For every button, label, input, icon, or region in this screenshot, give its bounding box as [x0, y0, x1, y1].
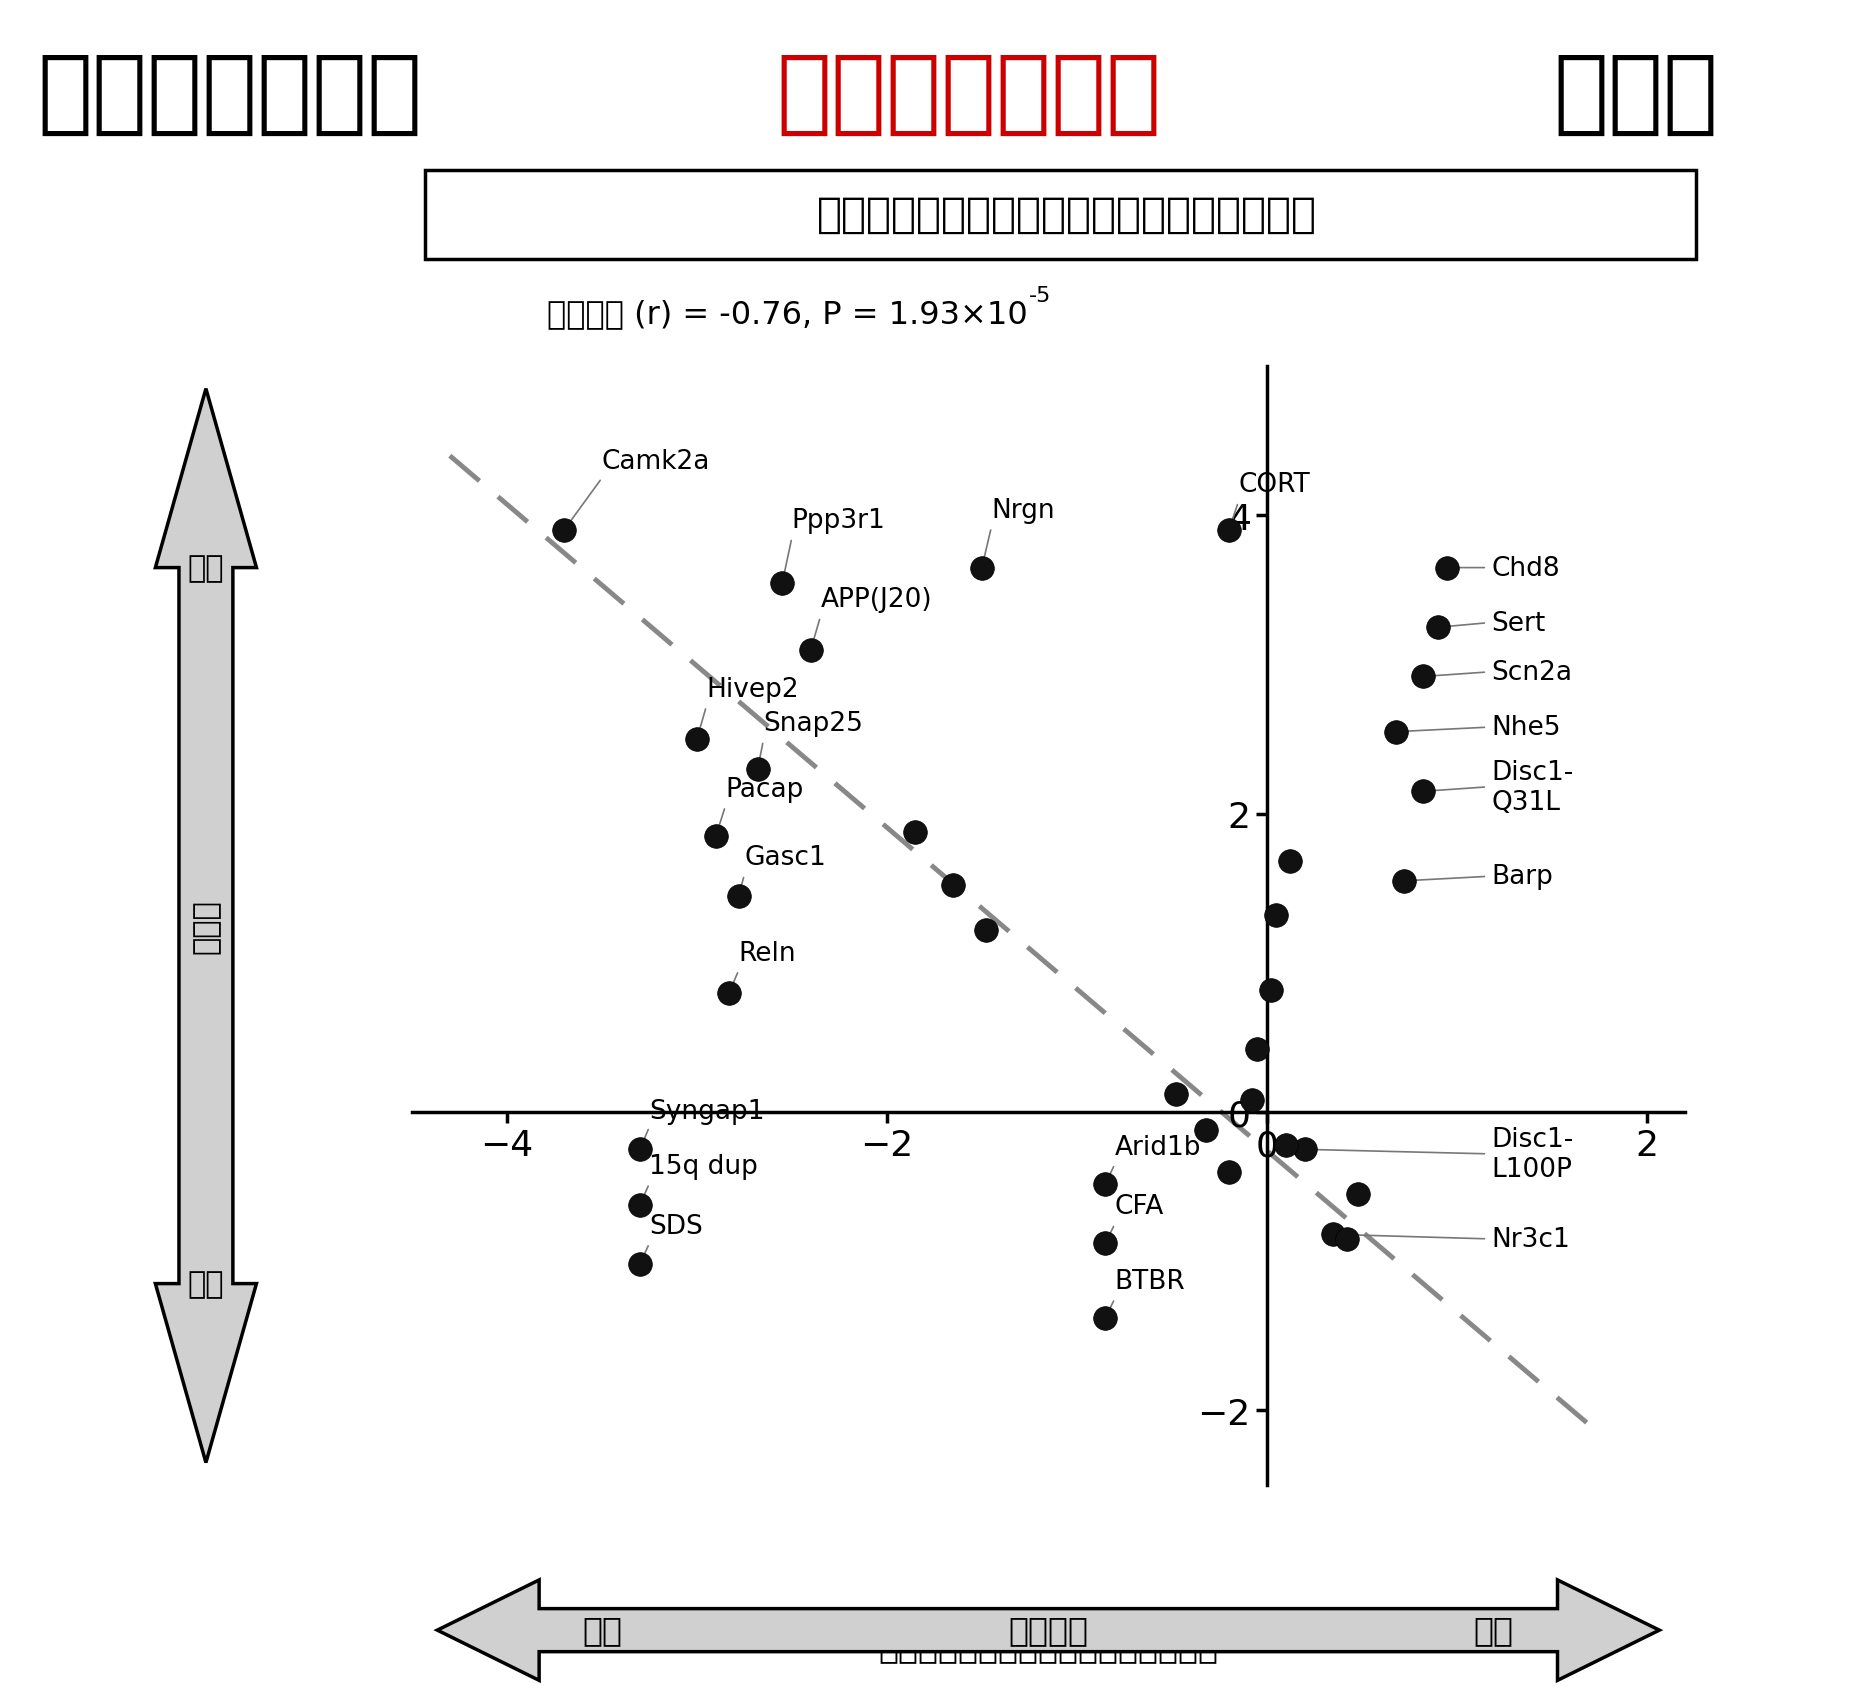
Point [1256, 976, 1286, 1004]
Text: Arid1b: Arid1b [1116, 1133, 1202, 1161]
Text: 悪い: 悪い [582, 1613, 623, 1647]
Text: Scn2a: Scn2a [1490, 659, 1572, 686]
Text: Disc1-
L100P: Disc1- L100P [1490, 1127, 1572, 1183]
Point [713, 980, 743, 1007]
Point [1213, 1159, 1243, 1186]
Text: Nhe5: Nhe5 [1490, 715, 1561, 741]
Text: SDS: SDS [650, 1214, 704, 1239]
Text: 迷路テストにおける正答率（効果量）: 迷路テストにおける正答率（効果量） [878, 1630, 1219, 1663]
Point [625, 1137, 655, 1164]
Polygon shape [155, 389, 256, 1463]
Point [681, 725, 711, 753]
Point [1090, 1304, 1119, 1331]
Text: Nr3c1: Nr3c1 [1490, 1226, 1571, 1253]
Point [1382, 719, 1411, 746]
Text: Chd8: Chd8 [1490, 555, 1559, 582]
Point [796, 637, 826, 664]
Text: Syngap1: Syngap1 [650, 1098, 766, 1125]
Text: Nrgn: Nrgn [992, 497, 1056, 524]
Point [1213, 517, 1243, 545]
Point [1191, 1116, 1221, 1144]
Text: 脳の乳酸増加は: 脳の乳酸増加は [37, 50, 423, 138]
Point [768, 570, 797, 597]
Point [1243, 1036, 1273, 1063]
Point [1318, 1221, 1348, 1248]
Point [1090, 1231, 1119, 1258]
Point [966, 555, 996, 582]
Point [625, 1191, 655, 1219]
Text: 低下: 低下 [187, 1270, 225, 1299]
Text: 15q dup: 15q dup [650, 1154, 758, 1180]
Point [972, 917, 1002, 944]
Point [1090, 1171, 1119, 1198]
Point [548, 517, 578, 545]
Point [1331, 1226, 1361, 1253]
Point [1290, 1137, 1320, 1164]
Text: Pacap: Pacap [724, 777, 803, 802]
Point [743, 756, 773, 784]
Point [1408, 778, 1438, 806]
Point [625, 1251, 655, 1279]
Text: 相関係数 (r) = -0.76, P = 1.93×10: 相関係数 (r) = -0.76, P = 1.93×10 [547, 299, 1028, 329]
Point [1271, 1132, 1301, 1159]
Text: BTBR: BTBR [1116, 1268, 1185, 1294]
Text: 増加: 増加 [187, 553, 225, 582]
Point [700, 823, 730, 850]
Point [1262, 901, 1292, 929]
Point [938, 872, 968, 900]
Text: 乳酸が増加しているモデルほど正答率が低い: 乳酸が増加しているモデルほど正答率が低い [816, 195, 1318, 236]
Text: -5: -5 [1030, 287, 1052, 306]
Text: Reln: Reln [739, 941, 796, 966]
Text: 乳酸量: 乳酸量 [191, 898, 221, 954]
Text: 作業記憶の低下: 作業記憶の低下 [777, 50, 1163, 138]
Text: Barp: Barp [1490, 864, 1554, 889]
Point [1423, 615, 1453, 642]
Point [1275, 848, 1305, 876]
Text: Snap25: Snap25 [764, 710, 863, 737]
Point [1161, 1081, 1191, 1108]
Text: 良い: 良い [1473, 1613, 1514, 1647]
Point [1432, 555, 1462, 582]
Point [724, 883, 754, 910]
Point [1237, 1087, 1267, 1115]
Text: と関連: と関連 [1554, 50, 1718, 138]
Text: CFA: CFA [1116, 1193, 1164, 1221]
Point [1342, 1181, 1372, 1209]
Text: Gasc1: Gasc1 [745, 845, 826, 871]
Text: 作業記憶: 作業記憶 [1009, 1613, 1088, 1647]
Text: Disc1-
Q31L: Disc1- Q31L [1490, 760, 1572, 816]
Text: CORT: CORT [1237, 473, 1310, 498]
Point [1389, 867, 1419, 894]
Text: Hivep2: Hivep2 [706, 676, 799, 703]
FancyBboxPatch shape [425, 171, 1696, 259]
Text: 実際の乳酸量（効果量）: 実際の乳酸量（効果量） [200, 826, 228, 1026]
Text: Ppp3r1: Ppp3r1 [792, 509, 885, 534]
Text: Camk2a: Camk2a [601, 449, 709, 475]
Point [900, 818, 930, 845]
Point [1408, 664, 1438, 691]
Polygon shape [438, 1581, 1659, 1680]
Text: Sert: Sert [1490, 611, 1544, 637]
Text: APP(J20): APP(J20) [820, 587, 932, 613]
